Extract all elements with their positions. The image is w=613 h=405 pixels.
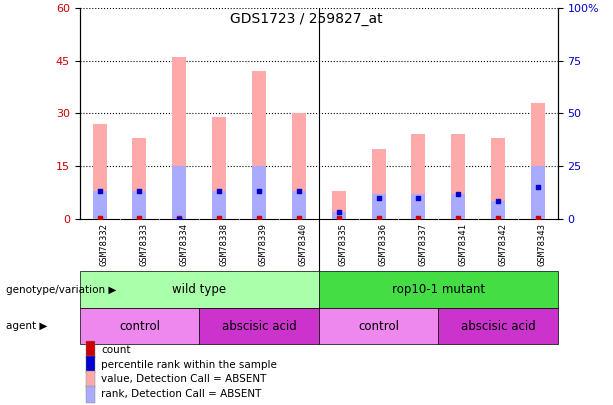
Bar [531, 166, 545, 219]
Text: GSM78340: GSM78340 [299, 223, 308, 266]
Text: abscisic acid: abscisic acid [461, 320, 535, 333]
Point [413, 214, 423, 221]
Point [294, 188, 304, 194]
Bar [531, 103, 545, 219]
Point [493, 214, 503, 221]
Point [333, 209, 343, 215]
Point [134, 188, 145, 194]
Point [94, 214, 104, 221]
Bar [292, 113, 306, 219]
Point [254, 214, 264, 221]
Point [533, 214, 543, 221]
Text: control: control [358, 320, 399, 333]
Text: control: control [119, 320, 160, 333]
Text: GSM78336: GSM78336 [378, 223, 387, 266]
Bar [93, 191, 107, 219]
Bar [172, 166, 186, 219]
Bar [411, 194, 425, 219]
Bar [451, 134, 465, 219]
Point [175, 215, 185, 222]
Bar [252, 71, 266, 219]
Bar [86, 371, 95, 388]
Bar [93, 124, 107, 219]
Text: GSM78342: GSM78342 [498, 223, 507, 266]
Point [373, 214, 384, 221]
Text: GSM78339: GSM78339 [259, 223, 268, 266]
Bar [371, 149, 386, 219]
Point [215, 214, 224, 221]
Bar [172, 57, 186, 219]
Bar [438, 308, 558, 344]
Point [373, 194, 384, 201]
Text: GSM78334: GSM78334 [180, 223, 188, 266]
Text: agent ▶: agent ▶ [6, 321, 47, 331]
Bar [132, 191, 147, 219]
Bar [371, 194, 386, 219]
Bar [80, 271, 319, 308]
Bar [332, 191, 346, 219]
Text: value, Detection Call = ABSENT: value, Detection Call = ABSENT [101, 374, 267, 384]
Bar [132, 138, 147, 219]
Bar [86, 356, 95, 373]
Bar [212, 191, 226, 219]
Bar [252, 166, 266, 219]
Point [294, 214, 304, 221]
Point [413, 194, 423, 201]
Text: GSM78343: GSM78343 [538, 223, 547, 266]
Text: GSM78332: GSM78332 [99, 223, 109, 266]
Point [493, 198, 503, 205]
Bar [86, 386, 95, 403]
Point [454, 191, 463, 197]
Text: GDS1723 / 259827_at: GDS1723 / 259827_at [230, 12, 383, 26]
Text: GSM78341: GSM78341 [459, 223, 467, 266]
Bar [292, 191, 306, 219]
Bar [451, 194, 465, 219]
Text: wild type: wild type [172, 283, 226, 296]
Point [254, 188, 264, 194]
Text: GSM78333: GSM78333 [139, 223, 148, 266]
Text: percentile rank within the sample: percentile rank within the sample [101, 360, 277, 370]
Bar [86, 341, 95, 358]
Text: abscisic acid: abscisic acid [222, 320, 296, 333]
Point [533, 184, 543, 190]
Bar [319, 271, 558, 308]
Bar [319, 308, 438, 344]
Bar [332, 212, 346, 219]
Bar [491, 201, 505, 219]
Point [94, 188, 104, 194]
Text: count: count [101, 345, 131, 355]
Point [454, 214, 463, 221]
Point [333, 214, 343, 221]
Text: GSM78338: GSM78338 [219, 223, 228, 266]
Text: GSM78337: GSM78337 [418, 223, 427, 266]
Bar [491, 138, 505, 219]
Bar [199, 308, 319, 344]
Text: GSM78335: GSM78335 [338, 223, 348, 266]
Text: genotype/variation ▶: genotype/variation ▶ [6, 285, 116, 294]
Text: rop10-1 mutant: rop10-1 mutant [392, 283, 485, 296]
Point [134, 214, 145, 221]
Bar [212, 117, 226, 219]
Bar [80, 308, 199, 344]
Point [215, 188, 224, 194]
Bar [411, 134, 425, 219]
Text: rank, Detection Call = ABSENT: rank, Detection Call = ABSENT [101, 389, 262, 399]
Point [175, 214, 185, 221]
